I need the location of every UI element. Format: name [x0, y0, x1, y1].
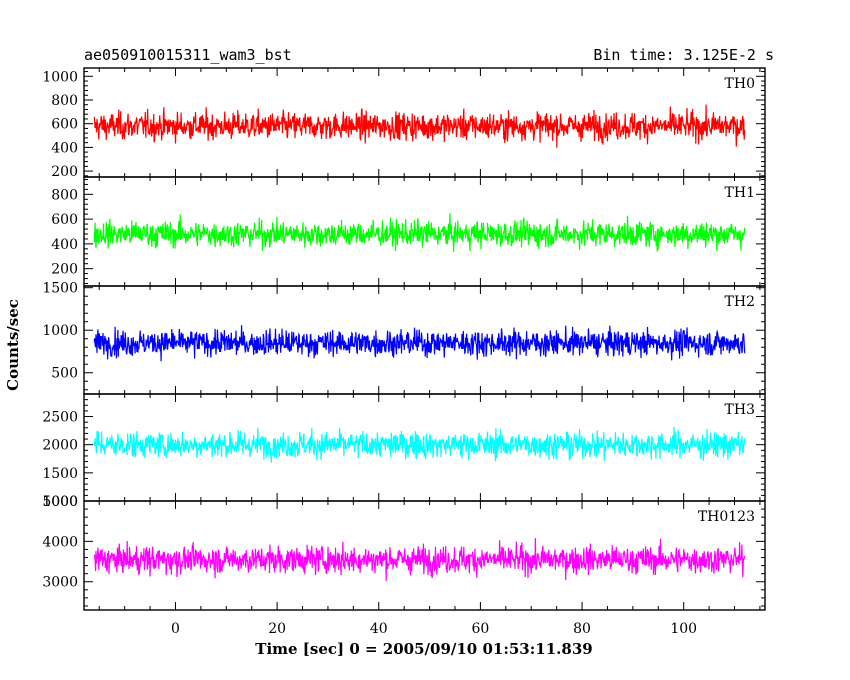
panel-th1: 200 400 600 800 TH1 — [51, 176, 766, 287]
y-tick-label: 800 — [51, 187, 78, 203]
panel-frame — [83, 500, 766, 611]
panel-label-th2: TH2 — [725, 294, 755, 310]
series-trace-th0123 — [93, 538, 746, 582]
y-axis-label: Counts/sec — [4, 299, 22, 391]
y-tick-label: 500 — [51, 366, 78, 382]
chart-subtitle: Bin time: 3.125E-2 s — [593, 46, 774, 64]
panel-label-th1: TH1 — [725, 185, 755, 201]
y-tick-label: 2500 — [42, 410, 78, 426]
y-tick-label: 600 — [51, 212, 78, 228]
panel-th2: 500 1000 1500 TH2 — [42, 281, 766, 395]
y-tick-label: 4000 — [42, 534, 78, 550]
y-tick-label: 800 — [51, 93, 78, 109]
panel-th0: 200 400 600 800 1000 TH0 — [42, 67, 766, 180]
y-tick-label: 400 — [51, 140, 78, 156]
y-tick-label: 3000 — [42, 575, 78, 591]
y-tick-label: 5000 — [42, 494, 78, 510]
x-tick-label: 40 — [370, 621, 388, 637]
panel-th3: 1000 1500 2000 2500 TH3 — [42, 393, 766, 510]
series-trace-th1 — [93, 213, 746, 252]
x-tick-label: 60 — [471, 621, 489, 637]
panel-label-th0: TH0 — [725, 76, 755, 92]
panel-th0123: 3000 4000 5000 TH0123 — [42, 494, 766, 611]
y-tick-label: 1000 — [42, 323, 78, 339]
y-tick-label: 400 — [51, 237, 78, 253]
y-tick-label: 600 — [51, 117, 78, 133]
panel-label-th0123: TH0123 — [698, 509, 755, 525]
y-tick-label: 1000 — [42, 69, 78, 85]
y-tick-label: 2000 — [42, 438, 78, 454]
x-tick-label: 80 — [573, 621, 591, 637]
x-tick-label: 20 — [268, 621, 286, 637]
panel-label-th3: TH3 — [725, 402, 755, 418]
y-tick-label: 1500 — [42, 281, 78, 297]
series-trace-th0 — [93, 104, 746, 148]
y-tick-label: 1500 — [42, 466, 78, 482]
chart-title: ae050910015311_wam3_bst — [84, 46, 292, 64]
series-trace-th3 — [93, 426, 746, 463]
x-axis-label: Time [sec] 0 = 2005/09/10 01:53:11.839 — [255, 640, 592, 658]
x-tick-label: 0 — [171, 621, 180, 637]
panel-frame — [83, 176, 766, 287]
x-tick-label: 100 — [670, 621, 697, 637]
series-trace-th2 — [93, 325, 746, 362]
y-tick-label: 200 — [51, 262, 78, 278]
y-tick-label: 200 — [51, 164, 78, 180]
y-tick-label: 1000 — [42, 494, 78, 510]
